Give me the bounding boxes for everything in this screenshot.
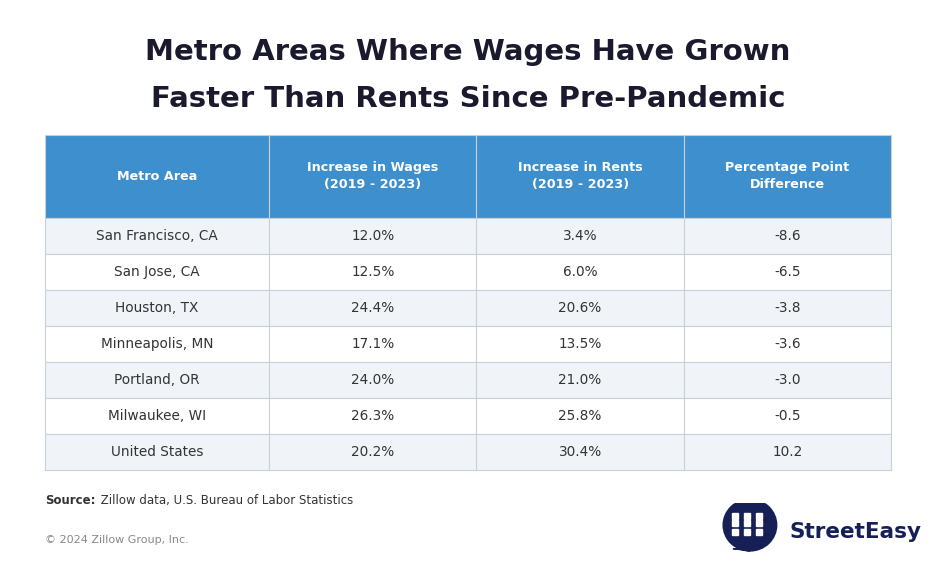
Text: 21.0%: 21.0% [559, 373, 602, 387]
Text: StreetEasy: StreetEasy [789, 522, 921, 542]
Text: 26.3%: 26.3% [351, 409, 394, 423]
Text: -3.8: -3.8 [774, 301, 800, 315]
Text: Source:: Source: [45, 495, 95, 507]
Text: 17.1%: 17.1% [351, 337, 394, 351]
Text: 12.5%: 12.5% [351, 265, 394, 279]
Text: 25.8%: 25.8% [559, 409, 602, 423]
Text: Metro Area: Metro Area [117, 170, 197, 183]
Text: 24.0%: 24.0% [351, 373, 394, 387]
Text: -3.6: -3.6 [774, 337, 800, 351]
Text: -6.5: -6.5 [774, 265, 800, 279]
Text: Increase in Rents
(2019 - 2023): Increase in Rents (2019 - 2023) [518, 161, 642, 192]
Text: Increase in Wages
(2019 - 2023): Increase in Wages (2019 - 2023) [307, 161, 438, 192]
Bar [756, 520, 762, 526]
Text: Portland, OR: Portland, OR [114, 373, 200, 387]
Text: 10.2: 10.2 [772, 445, 802, 459]
Text: Metro Areas Where Wages Have Grown: Metro Areas Where Wages Have Grown [145, 38, 791, 66]
Text: 6.0%: 6.0% [563, 265, 597, 279]
Text: -3.0: -3.0 [774, 373, 800, 387]
Bar [732, 513, 738, 519]
Bar [744, 513, 750, 519]
Text: Percentage Point
Difference: Percentage Point Difference [725, 161, 850, 192]
Bar [744, 529, 750, 535]
Text: San Francisco, CA: San Francisco, CA [96, 229, 218, 243]
Text: United States: United States [110, 445, 203, 459]
Text: 20.6%: 20.6% [559, 301, 602, 315]
Text: Milwaukee, WI: Milwaukee, WI [108, 409, 206, 423]
Text: 3.4%: 3.4% [563, 229, 597, 243]
Text: Minneapolis, MN: Minneapolis, MN [101, 337, 213, 351]
Text: © 2024 Zillow Group, Inc.: © 2024 Zillow Group, Inc. [45, 534, 189, 545]
Text: 20.2%: 20.2% [351, 445, 394, 459]
Text: -0.5: -0.5 [774, 409, 800, 423]
Text: 24.4%: 24.4% [351, 301, 394, 315]
Text: Houston, TX: Houston, TX [115, 301, 198, 315]
Text: 13.5%: 13.5% [559, 337, 602, 351]
Bar [732, 520, 738, 526]
Bar [756, 513, 762, 519]
Text: -8.6: -8.6 [774, 229, 800, 243]
Polygon shape [733, 549, 750, 551]
Circle shape [724, 499, 777, 551]
Text: Faster Than Rents Since Pre-Pandemic: Faster Than Rents Since Pre-Pandemic [151, 85, 785, 113]
Bar [744, 520, 750, 526]
Bar [756, 529, 762, 535]
Text: San Jose, CA: San Jose, CA [114, 265, 200, 279]
Text: Zillow data, U.S. Bureau of Labor Statistics: Zillow data, U.S. Bureau of Labor Statis… [97, 495, 354, 507]
Bar [732, 529, 738, 535]
Text: 30.4%: 30.4% [559, 445, 602, 459]
Text: 12.0%: 12.0% [351, 229, 394, 243]
